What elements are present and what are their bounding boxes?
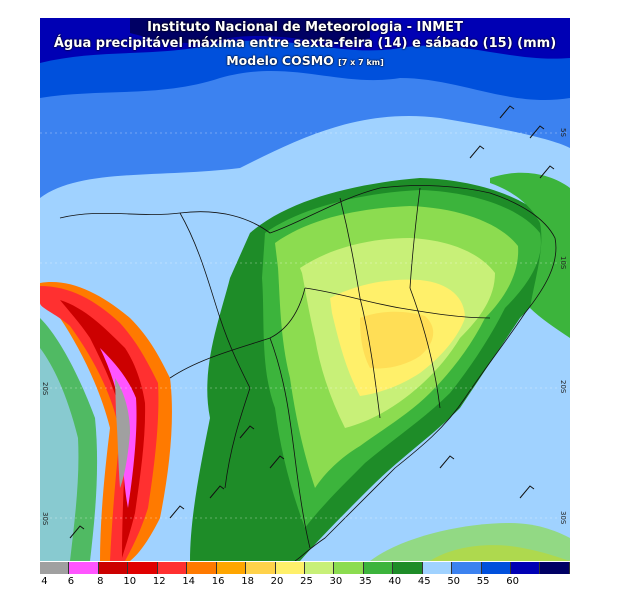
left-lat-label-30s: 30S — [41, 512, 49, 526]
legend-swatch — [452, 562, 482, 574]
legend-swatch — [422, 562, 453, 574]
legend-value: 12 — [152, 576, 166, 587]
left-lat-label-20s: 20S — [41, 382, 49, 396]
legend-swatch — [275, 562, 305, 574]
legend-swatch — [304, 562, 335, 574]
color-legend-labels: 4 6 8 10 12 14 16 18 20 25 30 35 40 45 50 55 60 — [40, 576, 570, 590]
legend-swatch — [157, 562, 188, 574]
legend-swatch — [98, 562, 129, 574]
title-description: Água precipitável máxima entre sexta-fei… — [53, 36, 557, 51]
model-resolution: [7 x 7 km] — [338, 58, 384, 67]
legend-swatch — [246, 562, 276, 574]
legend-value: 25 — [300, 576, 313, 587]
lat-label-30s: 30S — [559, 511, 567, 525]
legend-value: 55 — [476, 576, 490, 587]
legend-value: 10 — [123, 576, 137, 587]
legend-swatch — [511, 562, 541, 574]
legend-swatch — [334, 562, 364, 574]
legend-value: 14 — [182, 576, 196, 587]
lat-label-10s: 10S — [559, 256, 567, 270]
legend-value: 40 — [388, 576, 402, 587]
legend-swatch — [363, 562, 394, 574]
color-legend — [40, 562, 570, 574]
legend-value: 45 — [417, 576, 431, 587]
lat-label-20s: 20S — [559, 380, 567, 394]
legend-value: 20 — [270, 576, 284, 587]
title-model: Modelo COSMO [7 x 7 km] — [40, 53, 570, 68]
legend-value: 18 — [241, 576, 254, 587]
lat-label-5s: 5S — [559, 128, 567, 137]
map-frame: Instituto Nacional de Meteorologia - INM… — [40, 18, 570, 561]
model-name: Modelo COSMO — [226, 53, 334, 68]
legend-value: 6 — [67, 576, 75, 587]
precipitable-water-map — [40, 18, 570, 561]
legend-value: 8 — [97, 576, 104, 587]
legend-swatch — [393, 562, 423, 574]
legend-value: 4 — [41, 576, 48, 587]
legend-swatch — [69, 562, 99, 574]
legend-swatch — [187, 562, 217, 574]
legend-swatch — [128, 562, 158, 574]
legend-value: 60 — [506, 576, 519, 587]
legend-value: 16 — [211, 576, 225, 587]
legend-swatch — [40, 562, 70, 574]
title-institute: Instituto Nacional de Meteorologia - INM… — [147, 20, 463, 35]
legend-value: 30 — [329, 576, 343, 587]
legend-swatch — [540, 562, 570, 574]
legend-swatch — [481, 562, 511, 574]
legend-value: 50 — [447, 576, 461, 587]
legend-swatch — [216, 562, 247, 574]
legend-value: 35 — [358, 576, 372, 587]
